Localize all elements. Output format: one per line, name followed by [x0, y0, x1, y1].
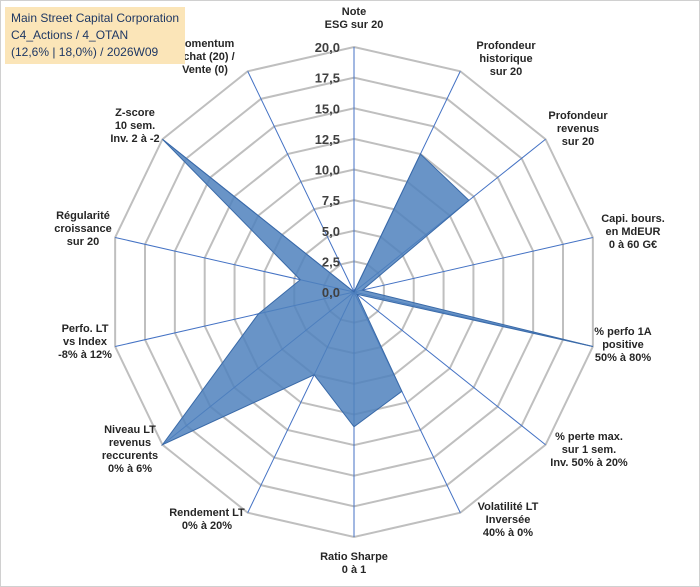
tick-label-0: 0,0 [322, 285, 340, 300]
tick-label-3: 7,5 [322, 193, 340, 208]
tick-label-4: 10,0 [315, 163, 340, 178]
axis-label-13: Momentum Achat (20) / Vente (0) [175, 38, 234, 76]
tick-label-8: 20,0 [315, 40, 340, 55]
axis-label-11: Régularité croissance sur 20 [54, 210, 111, 248]
axis-label-10: Perfo. LT vs Index -8% à 12% [58, 323, 112, 361]
chart-title-line3: (12,6% | 18,0%) / 2026W09 [11, 45, 159, 59]
axis-label-6: Volatilité LT Inversée 40% à 0% [478, 501, 539, 539]
axis-label-5: % perte max. sur 1 sem. Inv. 50% à 20% [550, 431, 628, 469]
axis-label-1: Profondeur historique sur 20 [476, 40, 536, 78]
tick-label-5: 12,5 [315, 132, 340, 147]
axis-label-12: Z-score 10 sem. Inv. 2 à -2 [110, 107, 159, 145]
chart-title-line2: C4_Actions / 4_OTAN [11, 28, 129, 42]
tick-label-1: 2,5 [322, 254, 340, 269]
series-area-0 [160, 138, 593, 447]
axis-label-3: Capi. bours. en MdEUR 0 à 60 G€ [601, 213, 665, 251]
chart-title-box: Main Street Capital Corporation C4_Actio… [5, 7, 186, 64]
spoke-5 [353, 291, 546, 446]
axis-label-0: Note ESG sur 20 [325, 6, 384, 31]
axis-label-2: Profondeur revenus sur 20 [548, 110, 608, 148]
spoke-13 [247, 71, 355, 293]
axis-label-9: Niveau LT revenus reccurents 0% à 6% [102, 424, 158, 475]
spoke-3 [353, 236, 593, 293]
axis-label-4: % perfo 1A positive 50% à 80% [594, 326, 652, 364]
tick-label-6: 15,0 [315, 101, 340, 116]
axis-label-8: Rendement LT 0% à 20% [169, 507, 245, 532]
tick-label-7: 17,5 [315, 71, 340, 86]
chart-title-line1: Main Street Capital Corporation [11, 11, 180, 25]
axis-label-7: Ratio Sharpe 0 à 1 [320, 551, 388, 576]
tick-label-2: 5,0 [322, 224, 340, 239]
